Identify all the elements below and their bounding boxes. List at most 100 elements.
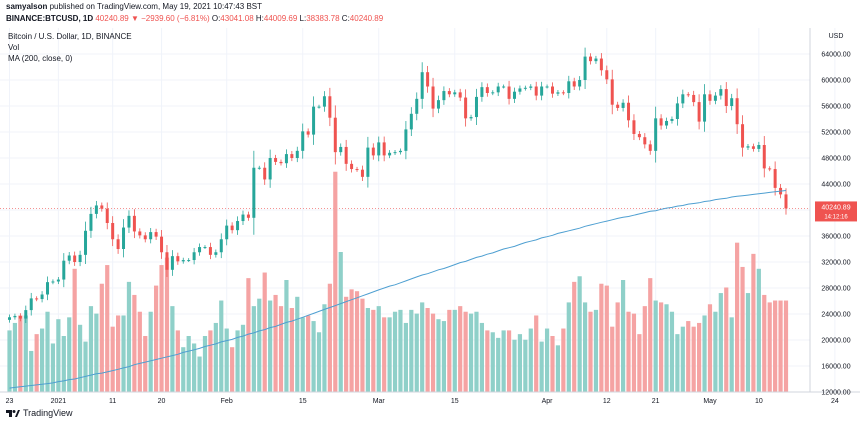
price-tick-label: 32000.00: [821, 260, 850, 267]
volume-bar: [306, 315, 311, 392]
candle-body: [111, 223, 115, 240]
volume-bar: [468, 313, 474, 392]
candle-body: [371, 147, 375, 156]
price-tick-label: 44000.00: [821, 182, 850, 189]
candle-body: [529, 86, 533, 88]
candle-body: [149, 232, 153, 240]
volume-bar: [653, 300, 658, 392]
candle-body: [719, 89, 723, 96]
candle-body: [540, 86, 544, 96]
legend-volume[interactable]: Vol: [8, 43, 20, 52]
volume-bar: [550, 336, 555, 392]
volume-bar: [436, 319, 441, 392]
volume-bar: [94, 313, 99, 392]
price-tick-label: 48000.00: [821, 156, 850, 163]
volume-bar: [773, 300, 778, 392]
candle-body: [627, 102, 631, 121]
candle-body: [236, 221, 240, 231]
volume-bar: [300, 317, 305, 392]
time-axis[interactable]: 23 2021 11 20 Feb 15 Mar 15 Apr 12 21 May 10 24: [6, 398, 839, 405]
candle-body: [442, 91, 446, 101]
candle-body: [94, 205, 98, 214]
volume-bar: [213, 322, 218, 392]
high-label: H:: [255, 14, 264, 23]
candle-body: [344, 146, 348, 164]
tradingview-logo[interactable]: TradingView: [6, 408, 73, 418]
volume-bar: [56, 319, 61, 392]
candle-body: [78, 254, 82, 262]
open-label: O:: [211, 14, 221, 23]
candle-body: [301, 131, 305, 151]
price-tick-label: 56000.00: [821, 104, 850, 111]
volume-bar: [39, 328, 45, 392]
candle-body: [637, 133, 641, 138]
volume-bar: [224, 328, 229, 392]
time-tick-label: 10: [755, 398, 763, 405]
candle-body: [263, 167, 267, 180]
time-tick-label: Mar: [373, 398, 386, 405]
candle-body: [18, 315, 22, 319]
volume-bar: [192, 343, 197, 392]
author-name[interactable]: samyalson: [6, 2, 48, 11]
volume-bar: [278, 306, 284, 392]
volume-bar: [707, 304, 713, 392]
volume-bar: [561, 328, 566, 392]
volume-bar: [724, 287, 729, 392]
volume-bar: [669, 311, 675, 392]
tradingview-brand: TradingView: [23, 408, 73, 418]
time-tick-label: 21: [652, 398, 660, 405]
volume-bar: [735, 242, 740, 392]
tradingview-logo-icon: [6, 409, 20, 417]
candle-body: [480, 87, 484, 97]
candle-series: [8, 47, 788, 324]
volume-bar: [528, 328, 533, 392]
volume-bar: [12, 322, 18, 392]
candle-body: [257, 167, 261, 169]
candle-body: [654, 118, 658, 151]
candle-body: [306, 131, 310, 135]
candle-body: [203, 247, 207, 249]
symbol-label[interactable]: BINANCE:BTCUSD, 1D: [6, 14, 94, 23]
candle-body: [415, 98, 419, 114]
volume-bar: [718, 293, 723, 392]
candle-body: [681, 94, 685, 104]
time-tick-label: 24: [831, 398, 839, 405]
candle-body: [431, 86, 435, 109]
volume-bar: [534, 315, 539, 392]
volume-bar: [143, 336, 148, 392]
candle-body: [46, 282, 50, 295]
candle-body: [583, 56, 587, 80]
candle-body: [138, 231, 142, 236]
candle-body: [290, 154, 294, 158]
volume-bar: [246, 278, 251, 392]
volume-bar: [333, 171, 338, 392]
price-tick-label: 16000.00: [821, 364, 850, 371]
candle-body: [589, 56, 593, 62]
volume-bar: [316, 332, 322, 392]
volume-bar: [631, 313, 637, 392]
volume-bar: [23, 315, 28, 392]
volume-bar: [45, 311, 50, 392]
candle-body: [507, 86, 511, 99]
legend-ma[interactable]: MA (200, close, 0): [8, 54, 73, 63]
volume-bar: [501, 330, 506, 392]
volume-bar: [756, 268, 761, 392]
candle-body: [8, 317, 11, 320]
volume-series: [7, 171, 789, 392]
volume-bar: [392, 311, 398, 392]
volume-bar: [659, 302, 664, 392]
volume-bar: [544, 328, 550, 392]
candle-body: [512, 91, 516, 99]
legend-title[interactable]: Bitcoin / U.S. Dollar, 1D, BINANCE: [8, 32, 132, 41]
volume-bar: [479, 322, 485, 392]
candle-body: [523, 87, 527, 89]
candle-body: [692, 94, 696, 103]
volume-bar: [441, 321, 446, 392]
candle-body: [599, 58, 603, 71]
candle-body: [246, 214, 250, 218]
candle-body: [274, 158, 278, 162]
candle-body: [616, 104, 620, 108]
volume-bar: [409, 309, 414, 392]
volume-bar: [642, 306, 647, 392]
